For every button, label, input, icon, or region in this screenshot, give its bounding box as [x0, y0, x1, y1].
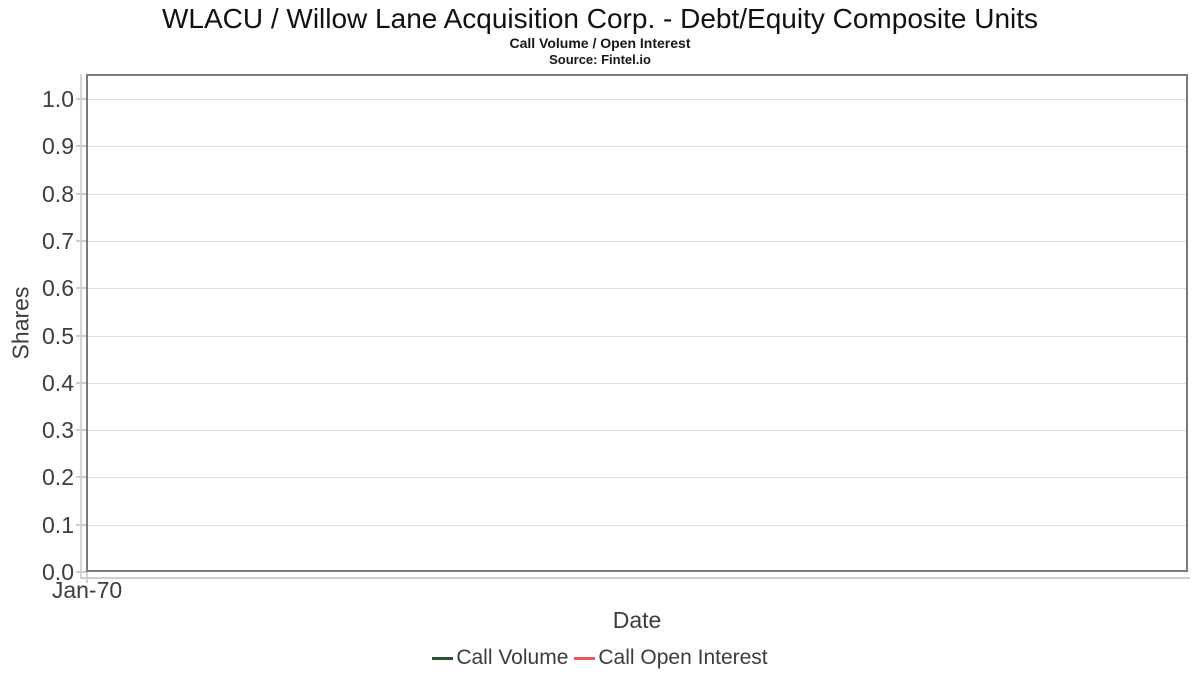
legend-item-call-volume: Call Volume: [432, 646, 568, 670]
y-tick-label-0.2: 0.2: [42, 464, 74, 491]
y-tick-label-0.0: 0.0: [42, 559, 74, 585]
y-tick-label-0.7: 0.7: [42, 227, 74, 254]
gridline-y-0.2: [88, 477, 1186, 479]
y-tick-mark-0.2: [76, 476, 86, 479]
legend-label-call-open-interest: Call Open Interest: [598, 646, 768, 669]
y-tick-mark-0.5: [76, 334, 86, 337]
gridline-y-0.6: [88, 288, 1186, 290]
y-tick-mark-0.7: [76, 239, 86, 242]
y-tick-label-0.5: 0.5: [42, 322, 74, 349]
gridline-y-0.4: [88, 382, 1186, 384]
y-tick-mark-0.4: [76, 381, 86, 384]
chart-source: Source: Fintel.io: [549, 52, 651, 67]
plot-area: [86, 74, 1188, 572]
y-axis-line: [80, 74, 82, 578]
x-axis-title: Date: [612, 607, 662, 633]
gridline-y-0.7: [88, 240, 1186, 242]
y-tick-mark-0.8: [76, 192, 86, 195]
x-tick-mark: [86, 572, 88, 583]
gridline-y-1.0: [88, 99, 1186, 100]
y-tick-label-0.4: 0.4: [42, 369, 74, 396]
x-axis-line: [80, 577, 1190, 579]
chart-subtitle: Call Volume / Open Interest: [509, 35, 691, 51]
y-tick-label-0.8: 0.8: [42, 180, 74, 207]
call-volume-line-marker: [432, 656, 454, 660]
gridline-y-0.5: [88, 335, 1186, 337]
y-tick-mark-1.0: [76, 98, 86, 100]
legend-label-call-volume: Call Volume: [456, 646, 569, 669]
y-tick-mark-0.0: [76, 571, 86, 573]
chart-title: WLACU / Willow Lane Acquisition Corp. - …: [161, 3, 1039, 34]
y-tick-label-1.0: 1.0: [42, 86, 74, 112]
legend: Call Volume Call Open Interest: [0, 646, 1200, 670]
y-tick-label-0.6: 0.6: [42, 275, 74, 302]
legend-item-call-open-interest: Call Open Interest: [574, 646, 768, 670]
y-tick-label-0.1: 0.1: [42, 511, 74, 538]
y-tick-mark-0.1: [76, 523, 86, 526]
call-open-interest-line-marker: [574, 656, 596, 660]
gridline-y-0.1: [88, 524, 1186, 526]
gridline-y-0.3: [88, 430, 1186, 432]
y-tick-mark-0.6: [76, 287, 86, 290]
y-tick-label-0.9: 0.9: [42, 133, 74, 160]
y-tick-label-0.3: 0.3: [42, 417, 74, 444]
y-tick-mark-0.3: [76, 429, 86, 432]
x-tick-label: Jan-70: [51, 577, 123, 603]
y-tick-mark-0.9: [76, 145, 86, 148]
gridline-y-0.8: [88, 193, 1186, 195]
gridline-y-0.9: [88, 146, 1186, 148]
y-axis-title: Shares: [7, 286, 34, 360]
